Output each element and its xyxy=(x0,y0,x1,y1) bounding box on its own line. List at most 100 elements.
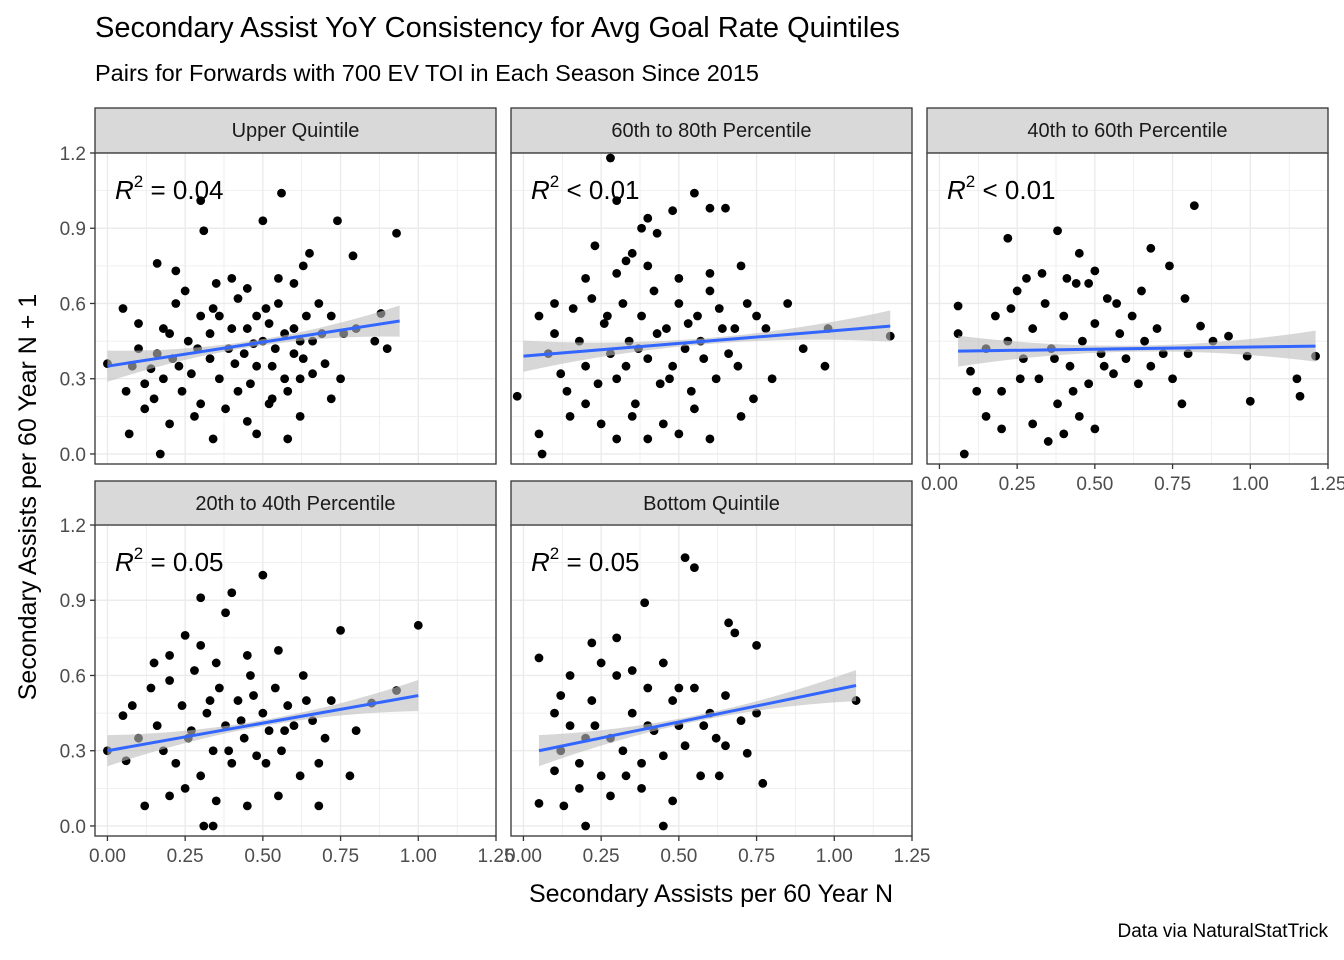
x-tick-label: 0.75 xyxy=(738,846,775,867)
data-point xyxy=(658,658,668,668)
data-point xyxy=(990,311,1000,321)
data-point xyxy=(621,256,631,266)
data-point xyxy=(171,299,181,308)
facet-strip-label: Bottom Quintile xyxy=(643,493,780,515)
data-point xyxy=(1121,354,1131,364)
data-point xyxy=(534,653,544,663)
data-point xyxy=(997,386,1007,396)
data-point xyxy=(550,766,559,776)
data-point xyxy=(155,449,165,459)
data-point xyxy=(696,771,706,781)
r-squared-label: R2 = 0.04 xyxy=(115,172,223,205)
data-point xyxy=(1245,396,1255,406)
data-point xyxy=(652,228,662,238)
data-point xyxy=(233,696,243,705)
data-point xyxy=(705,268,715,278)
data-point xyxy=(236,716,246,726)
data-point xyxy=(721,741,730,751)
data-point xyxy=(690,188,699,198)
data-point xyxy=(711,733,721,743)
data-point xyxy=(550,329,559,338)
data-point xyxy=(612,671,622,680)
data-point xyxy=(308,369,317,379)
x-tick-label: 0.50 xyxy=(660,846,697,867)
data-point xyxy=(581,274,591,283)
data-point xyxy=(180,783,190,793)
data-point xyxy=(180,286,190,296)
data-point xyxy=(736,716,746,726)
data-point xyxy=(674,299,684,308)
data-point xyxy=(227,324,237,333)
data-point xyxy=(211,658,221,668)
data-point xyxy=(637,311,646,321)
data-point xyxy=(140,379,150,389)
data-point xyxy=(606,153,615,163)
data-point xyxy=(221,608,230,618)
data-point xyxy=(1071,279,1081,288)
x-tick-label: 0.00 xyxy=(921,474,958,495)
data-point xyxy=(196,196,206,206)
y-tick-label: 0.3 xyxy=(60,742,86,763)
data-point xyxy=(140,404,150,414)
data-point xyxy=(680,344,690,354)
panel-border xyxy=(926,152,1329,465)
data-point xyxy=(180,630,190,640)
data-point xyxy=(233,294,243,303)
x-tick-label: 0.00 xyxy=(505,846,542,867)
data-point xyxy=(295,771,305,781)
facet-strip xyxy=(926,107,1329,154)
data-point xyxy=(1078,336,1087,346)
data-point xyxy=(711,374,721,384)
data-point xyxy=(305,248,314,258)
data-point xyxy=(1146,243,1156,253)
data-point xyxy=(556,691,566,700)
data-point xyxy=(752,311,761,321)
data-point xyxy=(537,449,547,459)
data-point xyxy=(283,701,293,710)
data-point xyxy=(668,361,678,371)
data-point xyxy=(336,625,345,635)
data-point xyxy=(981,411,991,421)
facet-panel: 40th to 60th Percentile R2 < 0.01 0.00 0.25… xyxy=(921,107,1344,495)
caption: Data via NaturalStatTrick xyxy=(1117,921,1328,942)
data-point xyxy=(190,666,199,675)
data-point xyxy=(565,411,575,421)
data-point xyxy=(655,379,665,389)
data-point xyxy=(1099,361,1109,371)
data-point xyxy=(283,434,293,444)
r-squared-label: R2 < 0.01 xyxy=(947,172,1055,205)
data-point xyxy=(612,268,622,278)
data-point xyxy=(196,593,206,603)
data-point xyxy=(1053,399,1062,409)
data-point xyxy=(205,354,215,364)
data-point xyxy=(643,261,653,271)
data-point xyxy=(246,379,255,389)
data-point xyxy=(277,188,286,198)
data-point xyxy=(165,676,175,685)
data-point xyxy=(674,683,684,693)
data-point xyxy=(289,721,299,731)
data-point xyxy=(242,651,252,660)
data-point xyxy=(1109,369,1118,379)
r-squared-label: R2 = 0.05 xyxy=(115,544,223,577)
data-point xyxy=(152,258,162,268)
data-point xyxy=(1140,336,1149,346)
data-point xyxy=(258,216,268,226)
x-tick-label: 0.00 xyxy=(89,846,126,867)
data-point xyxy=(1028,419,1038,429)
panel-border xyxy=(510,524,913,837)
x-tick-label: 1.25 xyxy=(478,846,515,867)
data-point xyxy=(333,216,342,226)
data-point xyxy=(1050,354,1059,364)
data-point xyxy=(665,374,674,384)
data-point xyxy=(239,349,249,359)
data-point xyxy=(183,336,193,346)
fit-line xyxy=(107,319,400,368)
data-point xyxy=(621,361,631,371)
data-point xyxy=(158,374,168,384)
data-point xyxy=(596,658,606,668)
data-point xyxy=(587,696,597,705)
y-tick-label: 0.0 xyxy=(60,817,86,838)
data-point xyxy=(1062,274,1072,283)
data-point xyxy=(177,701,187,710)
